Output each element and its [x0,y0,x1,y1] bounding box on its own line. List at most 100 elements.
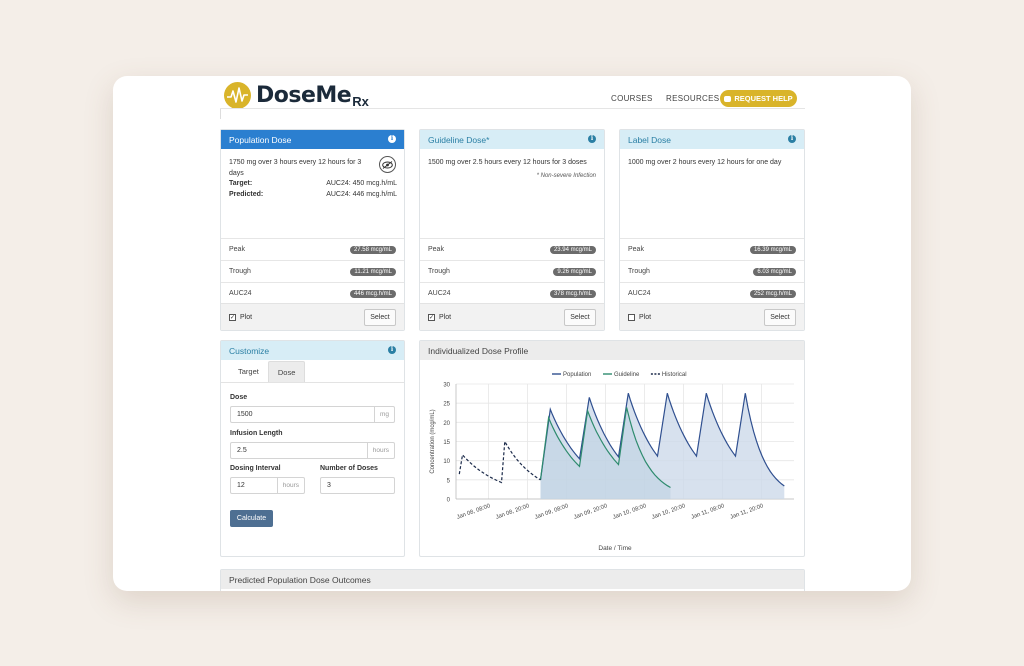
plot-checkbox[interactable]: ✓ Plot [229,313,253,321]
select-button[interactable]: Select [564,308,596,326]
brand-name: DoseMe [256,82,352,108]
label-dose-description: 1000 mg over 2 hours every 12 hours for … [628,159,782,166]
infusion-length-unit: hours [366,443,394,458]
nav-resources[interactable]: RESOURCES [666,94,720,103]
y-tick-label: 25 [443,402,450,408]
dosing-interval-label: Dosing Interval [230,465,281,472]
population-target-row: Target: AUC24: 450 mcg.h/mL [229,180,397,187]
auc-row: AUC24 252 mcg.h/mL [620,282,804,304]
population-dose-header: Population Dose i [221,130,404,149]
historical-legend-label: Historical [662,372,687,378]
info-icon[interactable]: i [788,135,796,143]
guideline-dose-title: Guideline Dose* [428,134,490,145]
x-tick-label: Jan 09, 08:00 [534,503,569,521]
select-button[interactable]: Select [764,308,796,326]
infusion-length-label: Infusion Length [230,430,283,437]
header-divider [220,108,805,109]
info-icon[interactable]: i [588,135,596,143]
tab-dose[interactable]: Dose [267,361,306,382]
trough-badge: 9.26 mcg/mL [553,267,596,276]
hide-eye-icon[interactable] [379,156,396,173]
auc-label: AUC24 [229,290,252,297]
historical-series-line [458,439,541,484]
auc-badge: 252 mcg.h/mL [749,289,796,298]
checkbox-checked-icon: ✓ [229,313,236,321]
guideline-note: * Non-severe Infection [536,173,596,179]
trough-badge: 11.21 mcg/mL [350,267,396,276]
select-button[interactable]: Select [364,308,396,326]
checkbox-checked-icon: ✓ [428,313,435,321]
info-icon[interactable]: i [388,346,396,354]
infusion-length-value: 2.5 [237,447,247,454]
peak-row: Peak 16.39 mcg/mL [620,238,804,260]
plot-label: Plot [639,313,652,321]
peak-label: Peak [229,246,245,253]
population-footer: ✓ Plot Select [221,303,404,330]
y-tick-label: 0 [447,498,451,504]
info-icon[interactable]: i [388,135,396,143]
guideline-footer: ✓ Plot Select [420,303,604,330]
request-help-button[interactable]: REQUEST HELP [720,90,797,107]
guideline-legend-label: Guideline [614,372,640,378]
top-navbar: DoseMe Rx COURSES RESOURCES REQUEST HELP [113,76,911,110]
population-legend-label: Population [563,372,591,378]
trough-badge: 6.03 mcg/mL [753,267,796,276]
brand-logo[interactable]: DoseMe Rx [224,81,369,109]
dose-unit: mg [373,407,394,422]
label-dose-title: Label Dose [628,134,672,145]
guideline-dose-panel: Guideline Dose* i 1500 mg over 2.5 hours… [419,129,605,331]
peak-row: Peak 23.94 mcg/mL [420,238,604,260]
checkbox-unchecked-icon [628,313,635,321]
population-dose-panel: Population Dose i 1750 mg over 3 hours e… [220,129,405,331]
trough-row: Trough 9.26 mcg/mL [420,260,604,282]
plot-label: Plot [439,313,452,321]
target-label: Target: [229,180,253,187]
dose-input[interactable]: 1500 mg [230,406,395,423]
request-help-label: REQUEST HELP [734,94,793,103]
guideline-series-line [539,407,671,489]
dosing-interval-unit: hours [276,478,304,493]
dose-profile-header: Individualized Dose Profile [420,341,804,360]
label-dose-header: Label Dose i [620,130,804,149]
dosing-interval-input[interactable]: 12 hours [230,477,305,494]
x-axis-title: Date / Time [598,545,632,552]
customize-tabs: Target Dose [229,361,306,382]
nav-courses[interactable]: COURSES [611,94,653,103]
trough-row: Trough 11.21 mcg/mL [221,260,404,282]
trough-row: Trough 6.03 mcg/mL [620,260,804,282]
plot-label: Plot [240,313,253,321]
auc-label: AUC24 [428,290,451,297]
plot-checkbox[interactable]: Plot [628,313,652,321]
tab-target[interactable]: Target [238,367,259,376]
auc-label: AUC24 [628,290,651,297]
x-tick-label: Jan 10, 08:00 [612,503,647,521]
dose-label: Dose [230,394,248,401]
infusion-length-input[interactable]: 2.5 hours [230,442,395,459]
customize-title: Customize [229,345,270,356]
auc-row: AUC24 446 mcg.h/mL [221,282,404,304]
guideline-dose-description: 1500 mg over 2.5 hours every 12 hours fo… [428,159,587,166]
auc-badge: 446 mcg.h/mL [349,289,396,298]
y-tick-label: 20 [443,421,450,427]
x-tick-label: Jan 11, 08:00 [691,503,726,521]
trough-label: Trough [628,268,650,275]
x-tick-label: Jan 08, 20:00 [495,503,530,521]
number-of-doses-input[interactable]: 3 [320,477,395,494]
dose-profile-title: Individualized Dose Profile [428,345,529,356]
calculate-button[interactable]: Calculate [230,510,273,527]
predicted-outcomes-panel: Predicted Population Dose Outcomes [220,569,805,591]
predicted-label: Predicted: [229,191,264,198]
plot-checkbox[interactable]: ✓ Plot [428,313,452,321]
peak-badge: 16.39 mcg/mL [749,245,796,254]
chat-icon [724,95,732,102]
auc-badge: 378 mcg.h/mL [549,289,596,298]
app-window: DoseMe Rx COURSES RESOURCES REQUEST HELP… [113,76,911,591]
peak-badge: 23.94 mcg/mL [549,245,596,254]
peak-badge: 27.58 mcg/mL [349,245,396,254]
y-tick-label: 30 [443,383,450,389]
x-tick-label: Jan 11, 20:00 [730,503,765,521]
trough-label: Trough [428,268,450,275]
guideline-area [540,407,671,499]
dose-profile-panel: Individualized Dose Profile 0 5 10 15 20 25 30… [419,340,805,557]
